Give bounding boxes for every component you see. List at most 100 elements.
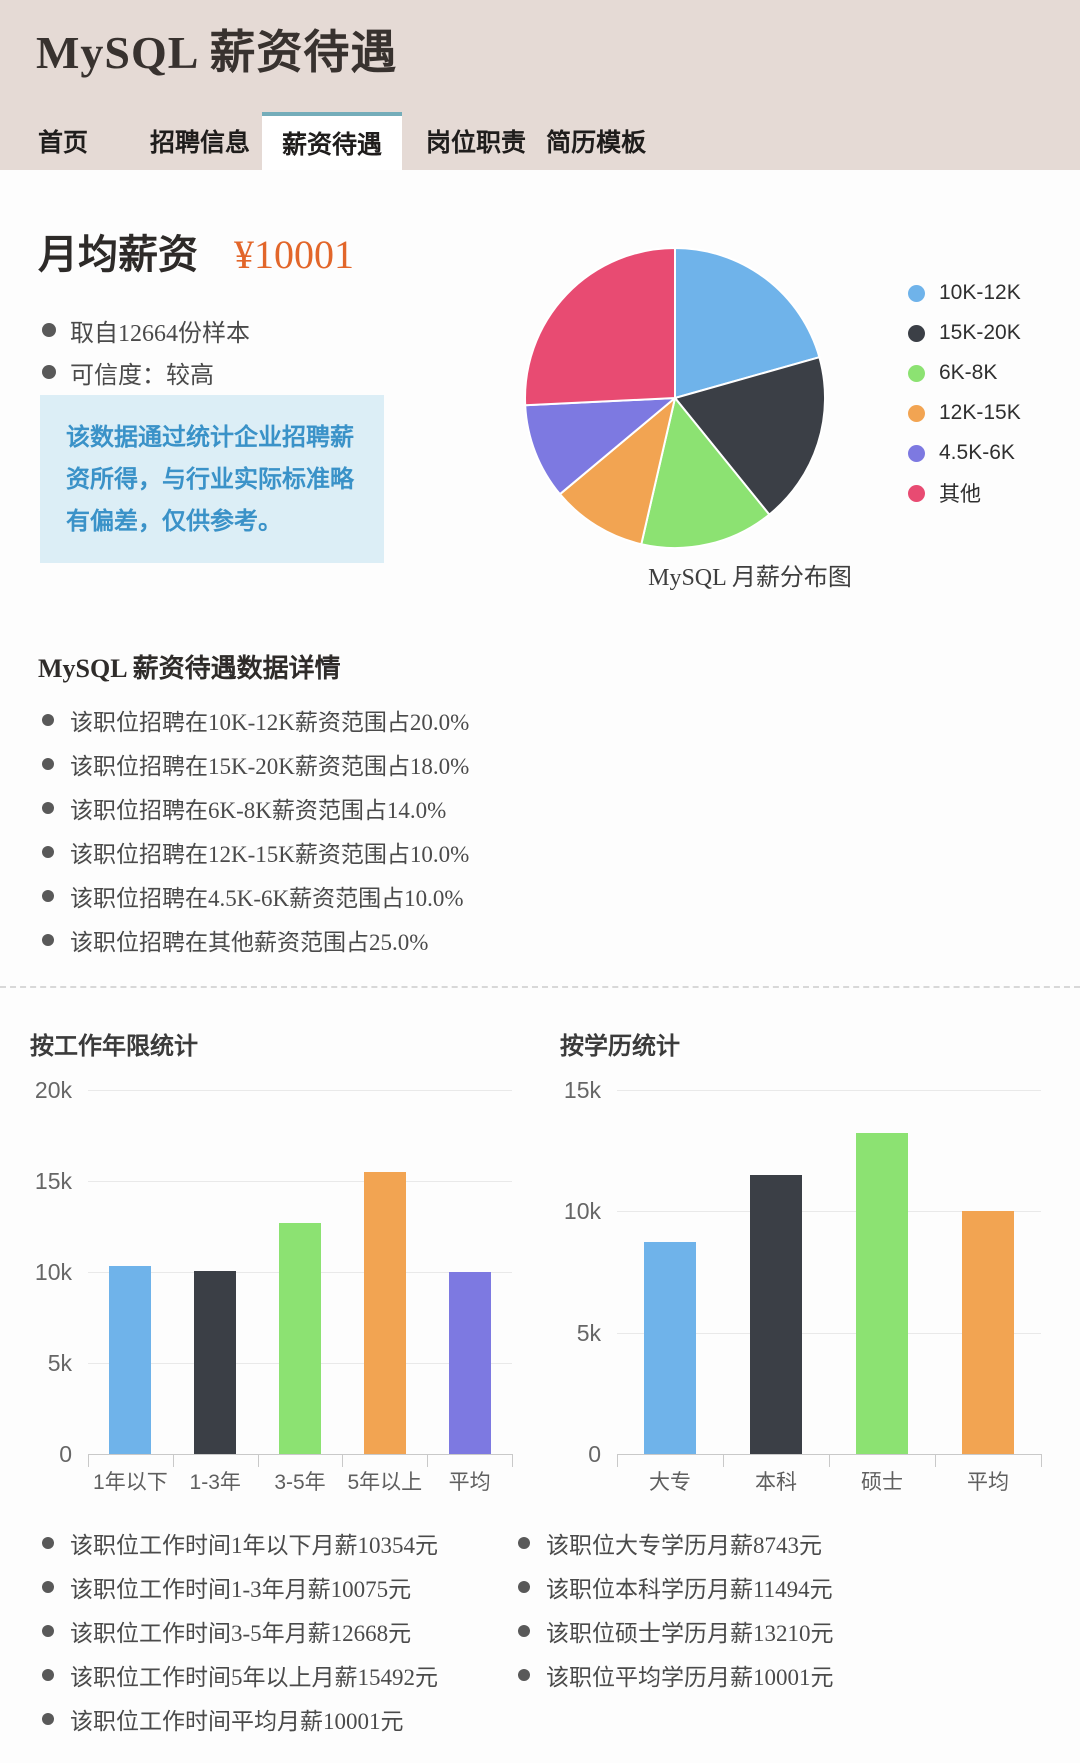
list-item-text: 该职位招聘在4.5K-6K薪资范围占10.0% [70, 886, 464, 911]
gridline [88, 1090, 512, 1091]
list-item-text: 该职位平均学历月薪10001元 [546, 1665, 834, 1690]
list-item: 该职位本科学历月薪11494元 [518, 1565, 834, 1609]
x-axis-label: 平均 [967, 1471, 1009, 1494]
list-item: 取自12664份样本 [42, 309, 250, 351]
pie-slice-15K-20K [674, 356, 827, 516]
legend-dot-icon [908, 484, 925, 502]
axis-tickmark [257, 1454, 259, 1467]
list-item: 该职位工作时间1-3年月薪10075元 [42, 1565, 438, 1609]
legend-item: 6K-8K [908, 353, 1021, 393]
list-item: 该职位硕士学历月薪13210元 [518, 1609, 834, 1653]
bullet-dot-icon [42, 714, 54, 726]
y-axis-tick: 0 [59, 1441, 72, 1467]
bullet-dot-icon [42, 1537, 54, 1549]
list-item: 该职位招聘在15K-20K薪资范围占18.0% [42, 742, 469, 786]
summary-amount: ¥10001 [234, 232, 354, 277]
axis-tickmark [723, 1454, 724, 1467]
gridline [88, 1181, 512, 1182]
list-item: 该职位工作时间3-5年月薪12668元 [42, 1609, 438, 1653]
axis-tickmark [617, 1454, 618, 1467]
bullet-dot-icon [42, 1669, 54, 1681]
x-axis-label: 平均 [448, 1471, 491, 1494]
axis-tickmark [829, 1454, 830, 1467]
summary-row: 月均薪资 ¥10001 [38, 222, 354, 280]
list-item-text: 该职位工作时间平均月薪10001元 [70, 1709, 404, 1734]
legend-label: 6K-8K [939, 361, 998, 384]
y-axis-tick: 15k [34, 1168, 72, 1194]
legend-label: 其他 [939, 483, 981, 506]
work-notes-list: 该职位工作时间1年以下月薪10354元 该职位工作时间1-3年月薪10075元 该职… [42, 1521, 438, 1741]
tab-bar: 首页 招聘信息 薪资待遇 岗位职责 简历模板 [0, 112, 646, 170]
y-axis-tick: 10k [34, 1259, 72, 1285]
x-axis-label: 大专 [649, 1471, 691, 1494]
pie-chart [524, 247, 827, 549]
bullet-dot-icon [518, 1581, 530, 1593]
tab-resume[interactable]: 简历模板 [546, 130, 647, 157]
y-axis-tick: 5k [576, 1319, 601, 1346]
bar-1年以下 [109, 1266, 152, 1454]
list-item-text: 该职位硕士学历月薪13210元 [546, 1621, 834, 1646]
details-heading: MySQL 薪资待遇数据详情 [38, 654, 341, 683]
y-axis-tick: 15k [563, 1077, 601, 1103]
list-item-text: 该职位工作时间1年以下月薪10354元 [70, 1533, 438, 1558]
tab-jobs[interactable]: 招聘信息 [150, 130, 251, 157]
bullet-dot-icon [42, 934, 54, 946]
y-axis-tick: 0 [588, 1441, 601, 1467]
legend-dot-icon [908, 444, 925, 462]
list-item: 该职位招聘在4.5K-6K薪资范围占10.0% [42, 874, 469, 918]
details-list: 该职位招聘在10K-12K薪资范围占20.0% 该职位招聘在15K-20K薪资范围… [42, 698, 469, 962]
list-item: 该职位招聘在10K-12K薪资范围占20.0% [42, 698, 469, 742]
section-divider [0, 986, 1080, 988]
legend-label: 4.5K-6K [939, 441, 1015, 464]
axis-tickmark [342, 1454, 344, 1467]
gridline [617, 1332, 1041, 1334]
list-item-text: 该职位招聘在6K-8K薪资范围占14.0% [70, 798, 447, 823]
x-axis-label: 硕士 [861, 1471, 903, 1494]
y-axis-tick: 20k [34, 1077, 72, 1103]
bullet-dot-icon [42, 846, 54, 858]
legend-item: 15K-20K [908, 313, 1021, 353]
pie-slice-其他 [524, 247, 676, 407]
bullet-dot-icon [42, 1625, 54, 1637]
list-item: 该职位工作时间5年以上月薪15492元 [42, 1653, 438, 1697]
summary-heading: 月均薪资 [38, 232, 198, 277]
header: MySQL 薪资待遇 首页 招聘信息 薪资待遇 岗位职责 简历模板 [0, 0, 1080, 170]
legend-label: 12K-15K [939, 401, 1021, 424]
x-axis-label: 3-5年 [274, 1471, 326, 1494]
y-axis-tick: 5k [47, 1350, 72, 1376]
edu-chart-title: 按学历统计 [560, 1034, 680, 1060]
pie-slice-4.5K-6K [524, 397, 676, 496]
bar-平均 [448, 1272, 491, 1454]
list-item-text: 该职位工作时间5年以上月薪15492元 [70, 1665, 438, 1690]
bar-本科 [750, 1175, 802, 1454]
tab-salary[interactable]: 薪资待遇 [262, 112, 403, 170]
list-item: 该职位招聘在6K-8K薪资范围占14.0% [42, 786, 469, 830]
bar-3-5年 [279, 1223, 321, 1454]
x-axis-label: 本科 [755, 1471, 797, 1494]
list-item: 该职位招聘在其他薪资范围占25.0% [42, 918, 469, 962]
gridline [617, 1090, 1041, 1091]
list-item: 该职位平均学历月薪10001元 [518, 1653, 834, 1697]
tab-home[interactable]: 首页 [38, 130, 89, 157]
list-item-text: 该职位招聘在12K-15K薪资范围占10.0% [70, 842, 470, 867]
list-item: 该职位工作时间1年以下月薪10354元 [42, 1521, 438, 1565]
bullet-dot-icon [42, 890, 54, 902]
bar-5年以上 [363, 1172, 406, 1454]
bullet-dot-icon [42, 1713, 54, 1725]
pie-chart-title: MySQL 月薪分布图 [648, 565, 852, 591]
pie-legend: 10K-12K 15K-20K 6K-8K 12K-15K 4.5K-6K 其他 [908, 273, 1021, 513]
bullet-dot-icon [518, 1669, 530, 1681]
bar-硕士 [856, 1133, 908, 1454]
axis-tickmark [172, 1454, 174, 1467]
legend-item: 4.5K-6K [908, 433, 1021, 473]
bar-大专 [644, 1242, 696, 1454]
axis-tickmark [512, 1454, 513, 1467]
list-item-text: 取自12664份样本 [70, 320, 250, 347]
y-axis-tick: 10k [563, 1198, 601, 1225]
x-axis-label: 5年以上 [347, 1471, 423, 1494]
legend-label: 15K-20K [939, 321, 1021, 344]
list-item-text: 该职位招聘在10K-12K薪资范围占20.0% [70, 710, 470, 735]
pie-slice-10K-12K [674, 247, 821, 399]
tab-duties[interactable]: 岗位职责 [426, 130, 527, 157]
